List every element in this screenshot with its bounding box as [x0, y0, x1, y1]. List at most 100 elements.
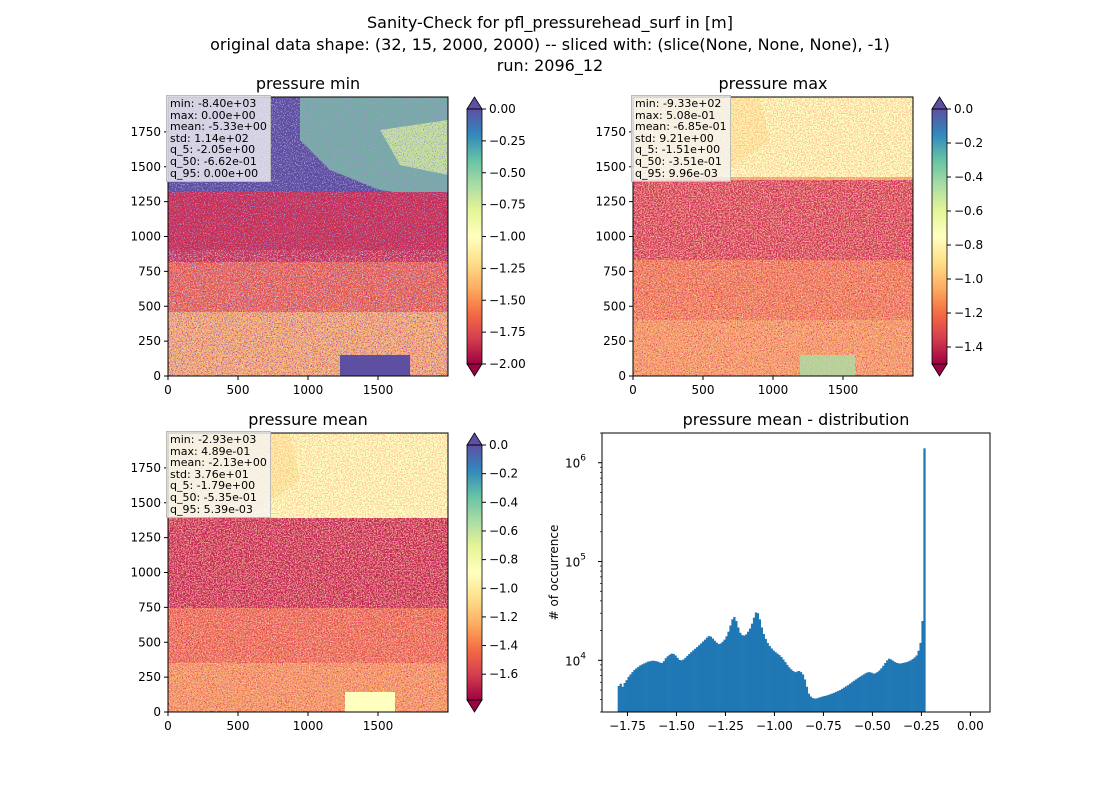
map-pressure-min	[168, 97, 448, 376]
histogram-bar	[707, 636, 711, 712]
x-tick-label: 0	[164, 719, 172, 733]
histogram-x-tick-label: −0.50	[854, 719, 891, 733]
histogram-x-tick-label: −1.25	[707, 719, 744, 733]
panel-title: pressure mean	[248, 410, 368, 429]
y-tick-label: 0	[153, 369, 161, 383]
stats-box-pressure-max: min: -9.33e+02 max: 5.08e-01 mean: -6.85…	[631, 95, 731, 183]
histogram-bar	[796, 671, 799, 712]
colorbar-tick-label: −0.4	[954, 170, 983, 184]
histogram-bar	[774, 652, 777, 712]
histogram-bar	[692, 650, 695, 712]
histogram-x-tick-label: −1.50	[658, 719, 695, 733]
histogram-bar	[737, 627, 740, 712]
histogram-x-tick-label: −1.75	[609, 719, 646, 733]
histogram-bar	[856, 678, 860, 712]
histogram-bar	[664, 658, 667, 712]
colorbar-tick-label: −1.2	[489, 610, 518, 624]
y-tick-label: 0	[618, 369, 626, 383]
histogram-bar	[846, 685, 850, 712]
y-tick-label: 500	[138, 635, 161, 649]
histogram-bar	[645, 662, 648, 712]
colorbar-tick-label: −2.00	[489, 357, 526, 371]
histogram-x-tick-label: −1.00	[756, 719, 793, 733]
histogram-bar	[911, 659, 914, 712]
histogram-bar	[678, 659, 681, 712]
histogram-bar	[899, 663, 903, 712]
histogram-bar	[650, 660, 654, 712]
histogram-bar	[805, 686, 809, 712]
histogram-bar	[725, 636, 728, 712]
histogram-bar	[713, 640, 716, 712]
histogram-bar	[882, 665, 885, 712]
histogram-bar	[809, 696, 812, 712]
y-tick-label: 1000	[595, 230, 626, 244]
colorbar-tick-label: −1.75	[489, 325, 526, 339]
y-tick-label: 1250	[130, 195, 161, 209]
colorbar-tick-label: 0.0	[489, 438, 508, 452]
x-tick-label: 1000	[293, 719, 324, 733]
histogram-bar	[903, 662, 907, 712]
histogram-bar	[768, 645, 771, 712]
histogram-bar	[792, 671, 795, 712]
panel-title: pressure min	[256, 74, 360, 93]
x-tick-label: 1500	[363, 383, 394, 397]
y-tick-label: 250	[138, 670, 161, 684]
histogram-bar	[923, 448, 926, 712]
map-pressure-mean	[168, 433, 448, 712]
histogram-bar	[703, 639, 707, 712]
histogram-bar	[888, 658, 891, 712]
histogram-y-label: # of occurrence	[547, 525, 561, 621]
histogram-y-tick-label: 105	[565, 553, 586, 570]
colorbar-extend-max	[466, 432, 483, 446]
histogram-bar	[866, 672, 869, 712]
histogram-bar	[786, 664, 789, 712]
histogram-bar	[803, 679, 807, 712]
histogram-bar	[819, 697, 822, 712]
histogram-bar	[766, 642, 769, 712]
histogram-bar	[658, 662, 662, 712]
histogram-bar	[641, 664, 644, 712]
histogram-bar	[656, 661, 660, 712]
colorbar-tick-label: −0.8	[954, 238, 983, 252]
histogram-bar	[686, 655, 689, 712]
histogram-bar	[839, 690, 842, 712]
histogram-bar	[817, 697, 820, 712]
histogram-bar	[760, 627, 763, 712]
histogram-bar	[711, 638, 714, 712]
histogram-bar	[729, 625, 732, 712]
histogram-bar	[762, 633, 765, 712]
histogram-bar	[715, 642, 718, 712]
y-tick-label: 250	[138, 334, 161, 348]
colorbar-frame	[931, 108, 948, 365]
histogram-bar	[672, 653, 675, 712]
histogram-y-tick-label: 106	[565, 454, 586, 471]
histogram-x-tick-label: 0.00	[957, 719, 984, 733]
histogram-bars	[617, 448, 926, 712]
colorbar-extend-max	[466, 96, 483, 110]
histogram-bar	[841, 688, 844, 712]
x-tick-label: 0	[629, 383, 637, 397]
colorbar-extend-min	[466, 699, 483, 713]
histogram-bar	[633, 669, 636, 712]
y-tick-label: 1500	[595, 160, 626, 174]
colorbar-tick-label: 0.00	[489, 102, 516, 116]
colorbar-tick-label: −1.6	[489, 667, 518, 681]
y-tick-label: 750	[138, 600, 161, 614]
histogram-bar	[629, 674, 632, 712]
histogram-bar	[862, 674, 865, 712]
histogram-bar	[680, 660, 683, 712]
histogram-bar	[884, 662, 887, 712]
y-tick-label: 250	[603, 334, 626, 348]
histogram-bar	[843, 687, 846, 712]
colorbar-tick-label: −0.25	[489, 134, 526, 148]
histogram-bar	[829, 694, 832, 712]
colorbar-tick-label: −1.50	[489, 293, 526, 307]
histogram-bar	[668, 654, 671, 712]
figure-suptitle-line-3: run: 2096_12	[496, 56, 604, 75]
panel-title: pressure max	[718, 74, 827, 93]
colorbar-tick-label: 0.0	[954, 102, 973, 116]
histogram-bar	[813, 698, 816, 712]
histogram-bar	[764, 638, 767, 712]
figure-suptitle-line-1: Sanity-Check for pfl_pressurehead_surf i…	[367, 13, 733, 32]
histogram-bar	[690, 652, 693, 712]
